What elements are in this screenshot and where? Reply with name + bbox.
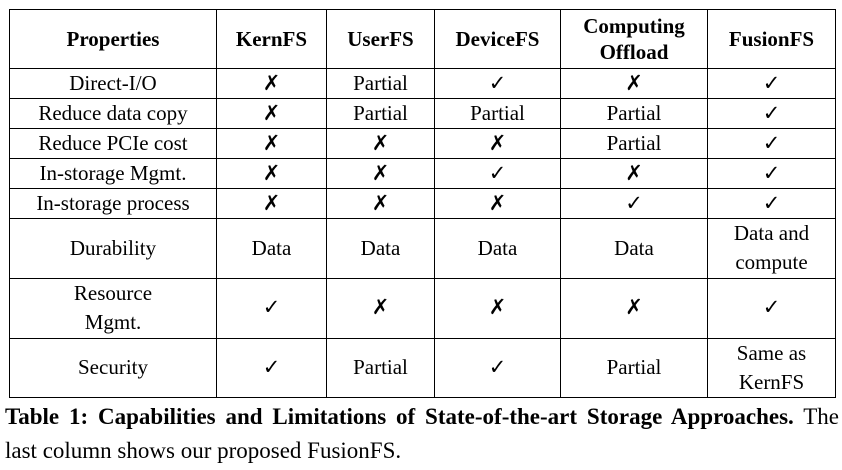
value-cell: ✗	[216, 158, 327, 189]
value-cell: ✗	[560, 277, 708, 339]
value-cell: ✗	[434, 188, 561, 219]
value-cell: ✗	[216, 68, 327, 99]
value-cell: ✓	[707, 68, 836, 99]
value-cell: ✗	[560, 68, 708, 99]
property-cell: Reduce data copy	[9, 98, 217, 129]
table-row: Reduce data copy ✗ Partial Partial Partial ✓	[9, 98, 836, 129]
value-cell: ✗	[216, 128, 327, 159]
property-cell: Durability	[9, 218, 217, 279]
value-cell: Partial	[326, 337, 435, 399]
value-cell: ✓	[707, 277, 836, 339]
table-row: Reduce PCIe cost ✗ ✗ ✗ Partial ✓	[9, 128, 836, 159]
value-cell: ✓	[560, 188, 708, 219]
property-cell: Resource Mgmt.	[9, 277, 217, 339]
property-cell: Security	[9, 337, 217, 399]
value-cell: ✗	[216, 98, 327, 129]
value-cell: ✓	[707, 98, 836, 129]
value-cell: Data	[326, 218, 435, 279]
value-cell: Partial	[434, 98, 561, 129]
value-cell: ✓	[707, 128, 836, 159]
table-row: Resource Mgmt. ✓ ✗ ✗ ✗ ✓	[9, 277, 836, 339]
table-caption: Table 1: Capabilities and Limitations of…	[5, 400, 839, 468]
value-cell: Partial	[560, 98, 708, 129]
table-row: Durability Data Data Data Data Data and comput…	[9, 218, 836, 279]
value-cell: ✗	[560, 158, 708, 189]
value-cell: ✗	[326, 128, 435, 159]
value-cell: ✓	[434, 158, 561, 189]
value-cell: ✓	[707, 158, 836, 189]
property-cell: In-storage process	[9, 188, 217, 219]
value-cell: ✗	[434, 277, 561, 339]
value-cell: Partial	[326, 98, 435, 129]
value-cell: ✗	[326, 188, 435, 219]
table-row: In-storage process ✗ ✗ ✗ ✓ ✓	[9, 188, 836, 219]
value-cell: ✓	[216, 337, 327, 399]
value-cell: Partial	[560, 337, 708, 399]
value-cell: ✓	[434, 337, 561, 399]
value-cell: ✓	[707, 188, 836, 219]
caption-label: Table 1:	[5, 404, 89, 429]
header-row: Properties KernFS UserFS DeviceFS Comput…	[9, 9, 836, 69]
table-row: Security ✓ Partial ✓ Partial Same as KernFS	[9, 337, 836, 399]
property-cell: Direct-I/O	[9, 68, 217, 99]
caption-text: The last column shows our proposed Fusio…	[5, 404, 840, 463]
value-cell: ✗	[326, 277, 435, 339]
value-cell: Data	[216, 218, 327, 279]
property-cell: Reduce PCIe cost	[9, 128, 217, 159]
property-cell: In-storage Mgmt.	[9, 158, 217, 189]
value-cell: ✗	[216, 188, 327, 219]
value-cell: Data	[560, 218, 708, 279]
value-cell: Partial	[326, 68, 435, 99]
capabilities-table: Properties KernFS UserFS DeviceFS Comput…	[9, 9, 836, 399]
header-cell: UserFS	[326, 9, 435, 69]
value-cell: ✗	[434, 128, 561, 159]
value-cell: Data	[434, 218, 561, 279]
value-cell: Same as KernFS	[707, 337, 836, 399]
caption-title: Capabilities and Limitations of State-of…	[98, 404, 794, 429]
value-cell: Partial	[560, 128, 708, 159]
header-cell: Computing Offload	[560, 9, 708, 69]
table-row: In-storage Mgmt. ✗ ✗ ✓ ✗ ✓	[9, 158, 836, 189]
header-cell: KernFS	[216, 9, 327, 69]
header-cell: Properties	[9, 9, 217, 69]
value-cell: ✓	[434, 68, 561, 99]
table-row: Direct-I/O ✗ Partial ✓ ✗ ✓	[9, 68, 836, 99]
header-cell: FusionFS	[707, 9, 836, 69]
value-cell: ✓	[216, 277, 327, 339]
value-cell: Data and compute	[707, 218, 836, 279]
header-cell: DeviceFS	[434, 9, 561, 69]
value-cell: ✗	[326, 158, 435, 189]
table-body: Direct-I/O ✗ Partial ✓ ✗ ✓ Reduce data copy ✗ Pa…	[9, 68, 836, 399]
